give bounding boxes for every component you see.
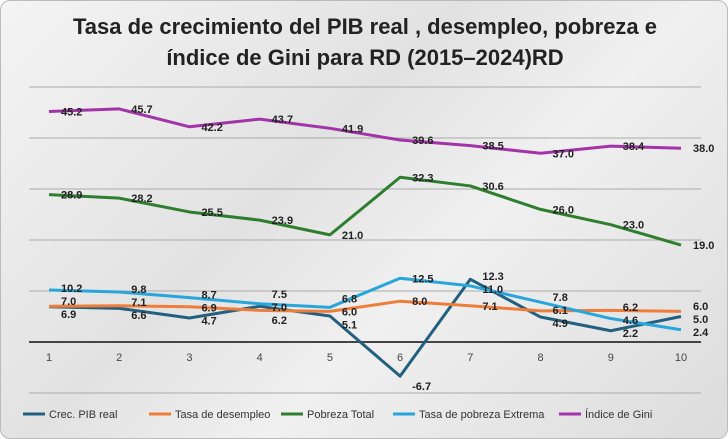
data-label: 7.1 (131, 297, 146, 309)
legend-label: Tasa de desempleo (175, 409, 270, 421)
data-label: 38.0 (693, 143, 714, 155)
data-label: 45.2 (61, 106, 82, 118)
series-line (48, 175, 682, 247)
data-label: 8.0 (412, 296, 427, 308)
x-tick-label: 5 (327, 352, 333, 364)
data-label: 6.1 (553, 305, 568, 317)
data-label: 39.6 (412, 135, 433, 147)
legend-label: Tasa de pobreza Extrema (419, 409, 545, 421)
x-tick-label: 1 (46, 352, 52, 364)
legend-label: Pobreza Total (307, 409, 374, 421)
data-label: 2.2 (623, 328, 638, 340)
data-label: 5.0 (693, 314, 708, 326)
data-label: 4.6 (623, 315, 638, 327)
x-tick-label: 10 (675, 352, 687, 364)
data-label: 7.5 (272, 289, 287, 301)
series-line (48, 276, 682, 332)
data-label: 32.3 (412, 172, 433, 184)
x-tick-label: 9 (608, 352, 614, 364)
data-label: 6.8 (342, 294, 357, 306)
x-tick-label: 8 (537, 352, 543, 364)
data-label: 28.9 (61, 190, 82, 202)
data-label: 4.9 (553, 318, 568, 330)
legend-label: Índice de Gini (585, 408, 652, 421)
data-label: 6.6 (131, 310, 146, 322)
data-label: 10.2 (61, 283, 82, 295)
data-label: 23.0 (623, 220, 644, 232)
data-label: 7.0 (61, 296, 76, 308)
x-tick-label: 6 (397, 352, 403, 364)
data-label: 26.0 (553, 204, 574, 216)
chart-title: Tasa de crecimiento del PIB real , desem… (1, 11, 727, 73)
data-label: 42.2 (201, 122, 222, 134)
x-tick-label: 7 (467, 352, 473, 364)
series-line (48, 277, 682, 378)
data-label: 23.9 (272, 215, 293, 227)
x-tick-label: 2 (116, 352, 122, 364)
data-label: 12.3 (482, 271, 503, 283)
data-label: 5.1 (342, 320, 357, 332)
data-label: 19.0 (693, 240, 714, 252)
data-label: 45.7 (131, 104, 152, 116)
data-label: 41.9 (342, 123, 363, 135)
data-label: -6.7 (412, 381, 431, 393)
data-label: 43.7 (272, 114, 293, 126)
data-label: 2.4 (693, 327, 709, 339)
data-label: 6.0 (342, 307, 357, 319)
data-label: 12.5 (412, 273, 433, 285)
x-tick-label: 3 (186, 352, 192, 364)
data-label: 28.2 (131, 193, 152, 205)
data-label: 4.7 (201, 315, 216, 327)
title-line-2: índice de Gini para RD (2015–2024)RD (166, 45, 564, 70)
data-label: 6.9 (61, 309, 76, 321)
data-label: 9.8 (131, 284, 146, 296)
data-label: 21.0 (342, 230, 363, 242)
x-tick-label: 4 (257, 352, 263, 364)
data-label: 7.1 (482, 301, 497, 313)
data-label: 6.0 (693, 301, 708, 313)
data-label: 8.7 (201, 289, 216, 301)
data-label: 38.5 (482, 141, 503, 153)
data-label: 7.8 (553, 292, 568, 304)
legend-label: Crec. PIB real (49, 409, 117, 421)
data-label: 11.0 (482, 284, 503, 296)
data-label: 25.5 (201, 207, 222, 219)
series-line (48, 107, 682, 155)
data-label: 6.9 (201, 302, 216, 314)
data-label: 6.2 (272, 315, 287, 327)
data-label: 38.4 (623, 141, 645, 153)
data-label: 30.6 (482, 181, 503, 193)
data-label: 37.0 (553, 148, 574, 160)
title-line-1: Tasa de crecimiento del PIB real , desem… (72, 14, 658, 39)
data-label: 6.2 (623, 302, 638, 314)
data-label: 7.0 (272, 302, 287, 314)
